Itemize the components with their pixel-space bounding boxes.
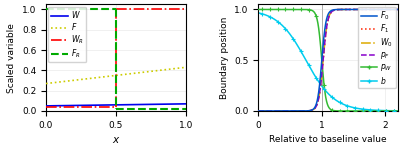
$p_F$ [393, 9, 398, 10]
Line: $b$: $b$ [258, 13, 398, 111]
$p_W$ [310, 9, 314, 11]
Line: $W_0$: $W_0$ [258, 9, 398, 111]
$p_W$ [393, 110, 398, 112]
$F$ [179, 67, 184, 69]
$F_0$ [393, 9, 398, 10]
$F_1$ [310, 109, 314, 111]
$F_R$ [183, 108, 188, 110]
$W_0$ [280, 110, 285, 112]
$W_R$ [183, 9, 188, 10]
$F_0$ [378, 9, 383, 10]
$p_F$ [280, 110, 285, 112]
$F_R$ [114, 108, 118, 110]
$p_W$ [272, 9, 277, 10]
$W_0$ [310, 109, 314, 111]
$p_F$ [316, 101, 320, 102]
$W_0$ [256, 110, 261, 112]
$W$ [112, 104, 116, 106]
$b$ [393, 110, 398, 112]
$F_1$ [316, 101, 320, 102]
$F_1$ [393, 9, 398, 10]
$p_F$ [310, 109, 314, 111]
$p_F$ [256, 110, 261, 112]
$F_0$ [256, 110, 261, 112]
$p_F$ [378, 9, 383, 10]
$W$ [179, 103, 184, 105]
$W_0$ [378, 9, 383, 10]
$W_0$ [393, 9, 398, 10]
$F$ [51, 82, 56, 84]
$W$ [108, 104, 113, 106]
$F_1$ [256, 110, 261, 112]
$F_0$ [395, 9, 400, 10]
X-axis label: $x$: $x$ [112, 135, 120, 145]
$W$ [179, 103, 184, 105]
Line: $F_1$: $F_1$ [258, 9, 398, 111]
$F_1$ [378, 9, 383, 10]
$F$ [154, 70, 158, 72]
$F_0$ [396, 9, 400, 10]
Line: $p_W$: $p_W$ [258, 9, 398, 111]
$b$ [316, 80, 320, 81]
$F$ [108, 75, 113, 77]
$b$ [256, 12, 261, 14]
$F$ [183, 66, 188, 68]
$F_0$ [316, 96, 320, 98]
$F_1$ [272, 110, 277, 112]
$p_W$ [396, 110, 400, 112]
$W$ [183, 103, 188, 105]
$b$ [310, 70, 314, 72]
Line: $W$: $W$ [46, 104, 186, 106]
$p_W$ [280, 9, 285, 10]
$p_W$ [316, 23, 320, 24]
$F$ [179, 67, 184, 69]
Line: $p_F$: $p_F$ [258, 9, 398, 111]
$p_W$ [378, 110, 383, 112]
$F_0$ [280, 110, 285, 112]
$W_R$ [114, 9, 118, 10]
Y-axis label: Scaled variable: Scaled variable [7, 23, 16, 93]
$b$ [272, 18, 277, 20]
$W$ [44, 105, 48, 107]
Line: $F_0$: $F_0$ [258, 9, 398, 111]
Line: $F$: $F$ [46, 67, 186, 84]
Legend: $W$, $F$, $W_R$, $F_R$: $W$, $F$, $W_R$, $F_R$ [48, 7, 86, 62]
$F_0$ [272, 110, 277, 112]
$b$ [396, 110, 400, 112]
$W_0$ [272, 110, 277, 112]
$W$ [154, 103, 158, 105]
Legend: $F_0$, $F_1$, $W_0$, $p_F$, $p_W$, $b$: $F_0$, $F_1$, $W_0$, $p_F$, $p_W$, $b$ [358, 7, 396, 88]
X-axis label: Relative to baseline value: Relative to baseline value [269, 135, 387, 144]
$F_1$ [396, 9, 400, 10]
$b$ [378, 110, 383, 111]
Y-axis label: Boundary position: Boundary position [220, 16, 229, 99]
$F_0$ [310, 109, 314, 111]
$p_W$ [256, 9, 261, 10]
$b$ [280, 25, 285, 27]
$W_0$ [396, 9, 400, 10]
$F$ [112, 75, 116, 77]
$W_0$ [316, 101, 320, 102]
$p_F$ [396, 9, 400, 10]
$W$ [51, 105, 56, 107]
$F_1$ [280, 110, 285, 112]
$p_F$ [272, 110, 277, 112]
$F$ [44, 83, 48, 84]
$p_W$ [395, 110, 400, 112]
